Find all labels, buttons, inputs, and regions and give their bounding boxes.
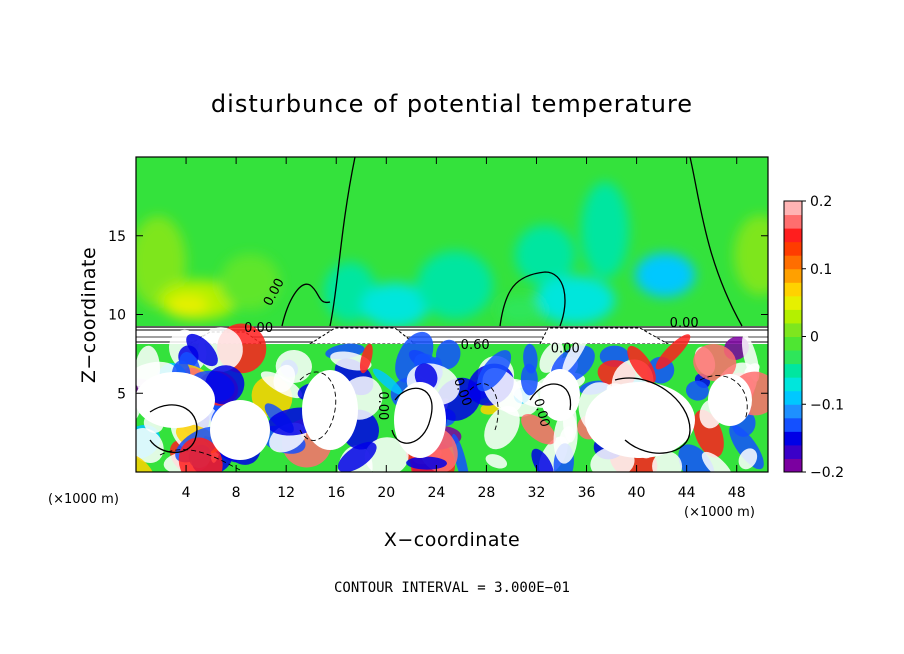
eddy-patch xyxy=(435,339,461,370)
x-tick-label: 40 xyxy=(628,485,646,501)
eddy-patch xyxy=(186,333,218,367)
contour-label: 0.00 xyxy=(530,397,552,429)
contour-label: 0.00 xyxy=(551,341,580,356)
x-tick-label: 8 xyxy=(232,485,241,501)
colorbar-swatch xyxy=(784,295,802,310)
colorbar-swatch xyxy=(784,255,802,270)
eddy-patch xyxy=(685,380,709,401)
colorbar-swatch xyxy=(784,228,802,243)
eddy-patch xyxy=(359,343,373,374)
eddy-patch xyxy=(485,454,508,469)
colorbar-swatch xyxy=(784,309,802,324)
x-tick-label: 48 xyxy=(728,485,746,501)
colorbar-swatch xyxy=(784,458,802,473)
colorbar-swatch xyxy=(784,390,802,405)
x-unit-label-left: (×1000 m) xyxy=(48,492,119,507)
y-axis: 5 10 15 xyxy=(108,229,768,402)
x-tick-label: 32 xyxy=(528,485,546,501)
eddy-patch xyxy=(531,448,554,472)
eddy-patch xyxy=(738,448,758,470)
colorbar-swatch xyxy=(784,241,802,256)
contour-lines xyxy=(149,157,743,454)
heatmap-field: 0.000.000.60 0.000.000.00 0.000.00 xyxy=(136,157,768,472)
chart-title: disturbunce of potential temperature xyxy=(211,90,693,118)
eddy-patch xyxy=(484,405,520,450)
eddy-patch xyxy=(520,363,538,396)
eddy-patch xyxy=(204,365,245,405)
colorbar-swatch xyxy=(784,350,802,365)
eddy-core xyxy=(394,382,446,458)
x-tick-label: 44 xyxy=(678,485,696,501)
x-unit-label-right: (×1000 m) xyxy=(684,505,755,520)
colorbar-swatch xyxy=(784,336,802,351)
contour-label: 0.60 xyxy=(461,338,490,353)
colorbar-swatch xyxy=(784,268,802,283)
x-tick-label: 36 xyxy=(578,485,596,501)
x-axis-label: X−coordinate xyxy=(384,529,520,551)
y-tick-label: 10 xyxy=(108,308,126,324)
colorbar-swatch xyxy=(784,417,802,432)
x-tick-label: 12 xyxy=(277,485,295,501)
colorbar-swatch xyxy=(784,363,802,378)
eddy-core xyxy=(708,374,752,426)
colorbar-tick-label: 0 xyxy=(810,330,819,346)
turbulent-eddies xyxy=(136,323,768,472)
contour-label: 0.00 xyxy=(244,321,273,336)
x-tick-label: 28 xyxy=(478,485,496,501)
eddy-patch xyxy=(553,411,578,464)
x-tick-label: 4 xyxy=(182,485,191,501)
x-tick-label: 16 xyxy=(327,485,345,501)
colorbar-tick-label: 0.2 xyxy=(810,194,832,210)
eddy-core xyxy=(210,400,270,460)
eddy-patch xyxy=(693,343,737,382)
eddy-patch xyxy=(136,427,164,463)
colorbar-swatch xyxy=(784,431,802,446)
y-tick-label: 15 xyxy=(108,229,126,245)
eddy-patch xyxy=(701,451,733,472)
y-tick-label: 5 xyxy=(117,386,126,402)
colorbar-swatch xyxy=(784,377,802,392)
x-axis: 4 8 12 16 20 24 28 32 36 40 44 48 xyxy=(182,157,746,501)
eddy-patch xyxy=(476,350,512,392)
eddy-core xyxy=(302,370,358,450)
colorbar-tick-label: 0.1 xyxy=(810,262,832,278)
colorbar-swatch xyxy=(784,214,802,229)
eddy-patch xyxy=(627,345,656,384)
eddy-core xyxy=(136,372,215,428)
colorbar-swatch xyxy=(784,444,802,459)
colorbar-swatch xyxy=(784,201,802,216)
colorbar-tick-label: −0.1 xyxy=(810,397,844,413)
contour-label: 0.00 xyxy=(670,316,699,331)
eddy-patch xyxy=(562,328,590,373)
eddy-patch xyxy=(652,451,683,472)
eddy-patch xyxy=(655,334,691,370)
negative-contours xyxy=(159,371,748,471)
colorbar-swatch xyxy=(784,322,802,337)
colorbar: 0.2 0.1 0 −0.1 −0.2 xyxy=(783,194,844,481)
colorbar-tick-label: −0.2 xyxy=(810,465,844,481)
x-tick-label: 20 xyxy=(377,485,395,501)
colorbar-swatch xyxy=(784,282,802,297)
eddy-core xyxy=(585,382,695,458)
contour-label: 0.00 xyxy=(375,391,390,420)
eddy-patch xyxy=(372,368,403,395)
eddy-patch xyxy=(275,349,312,383)
x-tick-label: 24 xyxy=(427,485,445,501)
eddy-patch xyxy=(178,437,223,472)
y-axis-label: Z−coordinate xyxy=(78,247,100,383)
colorbar-swatch xyxy=(784,404,802,419)
eddy-patch xyxy=(521,413,557,445)
eddy-patch xyxy=(337,441,377,472)
eddy-patch xyxy=(136,453,155,472)
contour-interval-note: CONTOUR INTERVAL = 3.000E−01 xyxy=(334,580,570,596)
